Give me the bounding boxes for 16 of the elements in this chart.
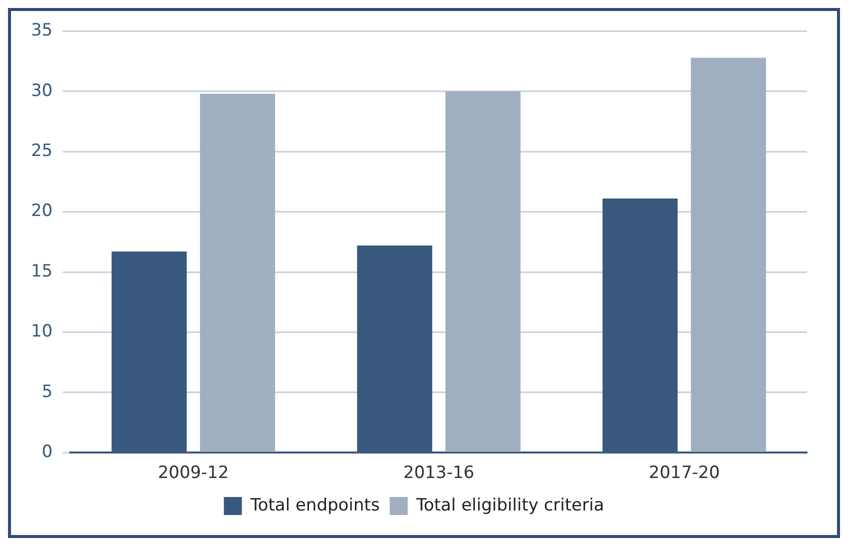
- y-tick-label: 30: [30, 80, 53, 101]
- y-tick-label: 0: [42, 442, 53, 462]
- legend-label: Total endpoints: [249, 495, 380, 516]
- y-tick-label: 25: [30, 141, 53, 162]
- y-tick-label: 20: [30, 201, 53, 222]
- x-tick-label: 2009-12: [158, 463, 229, 484]
- y-tick-label: 15: [30, 261, 53, 282]
- bar: [445, 91, 521, 452]
- y-tick-label: 35: [30, 20, 53, 41]
- bar: [690, 58, 766, 452]
- y-tick-label: 5: [42, 382, 53, 402]
- bar: [200, 94, 276, 452]
- y-tick-label: 10: [30, 322, 53, 342]
- x-tick-label: 2017-20: [648, 463, 720, 484]
- legend-label: Total eligibility criteria: [415, 495, 604, 516]
- x-tick-label: 2013-16: [403, 463, 474, 484]
